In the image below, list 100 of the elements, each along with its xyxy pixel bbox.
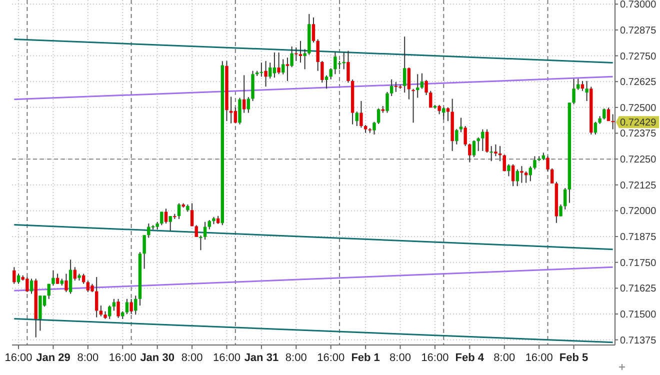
x-tick-label: Jan 31 [244,352,279,364]
candlestick [86,280,90,293]
candlestick [416,74,420,98]
x-tick-label: 8:00 [181,352,203,364]
candlestick [511,164,515,187]
candlestick [429,90,432,108]
candlestick [190,202,194,227]
candlestick [446,106,450,122]
y-tick-label: 0.72000 [620,206,657,218]
candlestick [459,117,463,133]
candlestick [390,78,394,97]
x-tick-label: 8:00 [494,352,516,364]
x-tick-label: Jan 30 [140,352,174,364]
candlestick [476,136,480,152]
y-tick-label: 0.71750 [620,258,657,269]
candlestick [264,60,268,88]
x-tick-label: 8:00 [77,352,99,364]
candlestick [528,166,532,182]
candlestick [524,170,528,184]
candlestick [177,202,181,220]
candlestick [481,128,484,152]
candlestick [203,221,207,240]
candlestick [464,126,467,147]
y-tick-label: 0.71625 [620,284,657,295]
candlestick [30,278,34,294]
candlestick [490,146,493,162]
candlestick [320,60,324,84]
x-tick-label: 8:00 [285,352,307,364]
candlestick [386,91,389,114]
candlestick [260,62,264,78]
candlestick [412,88,415,124]
candlestick [238,97,242,125]
candlestick [16,273,20,284]
candlestick [52,270,55,286]
candlestick [94,276,98,318]
candlestick [559,204,562,217]
candlestick [550,168,554,184]
candlestick [164,208,168,224]
candlestick [303,48,306,70]
x-tick-label: 16:00 [108,352,136,364]
candlestick [38,295,42,332]
candlestick [286,57,290,82]
candlestick [394,82,398,92]
candlestick [68,259,72,294]
x-tick-label: 16:00 [4,352,32,364]
candlestick [316,38,320,72]
candlestick [468,143,472,163]
candlestick [585,80,588,102]
x-tick-label: Feb 1 [351,352,380,364]
candlestick [312,17,316,44]
x-tick-label: Feb 5 [559,352,588,364]
candlestick [290,46,294,68]
candlestick [329,68,332,80]
candlestick [502,154,506,172]
candlestick [372,121,376,135]
candlestick [611,114,614,130]
candlestick [99,305,103,317]
candlestick [564,187,567,210]
x-tick-label: 16:00 [212,352,241,364]
y-tick-label: 0.72250 [620,154,657,166]
x-tick-label: Feb 4 [455,352,485,364]
y-tick-label: 0.72500 [620,102,657,114]
y-tick-label: 0.72625 [620,77,657,88]
candlestick [130,298,133,315]
y-tick-label: 0.71375 [620,335,657,346]
candlestick [47,283,50,300]
candlestick [82,273,86,284]
candlestick [229,96,233,124]
candlestick [438,104,441,115]
candlestick [533,156,536,170]
candlestick [298,40,302,64]
candlestick [294,47,298,62]
candlestick [455,128,458,145]
candlestick [360,100,363,128]
candlestick [147,223,150,238]
y-tick-label: 0.71500 [620,310,657,321]
y-tick-label: 0.73000 [620,0,657,11]
candlestick [606,107,610,122]
candlestick [334,52,337,75]
candlestick [520,166,524,184]
candlestick [420,72,424,90]
candlestick [546,156,550,172]
candlestick [142,234,146,270]
x-tick-label: 16:00 [317,352,345,364]
candlestick [108,305,112,320]
candlestick [116,298,120,318]
candlestick [507,164,510,177]
candlestick [485,128,489,154]
candlestick [346,50,350,84]
y-tick-label: 0.72125 [620,180,657,192]
candlestick [246,96,250,114]
candlestick [472,140,476,158]
candlestick [56,273,60,284]
x-tick-label: 16:00 [421,352,449,364]
candlestick [64,273,68,293]
candlestick [194,224,198,238]
candlestick [160,211,164,226]
candlestick [602,108,606,120]
candlestick [516,168,519,187]
candlestick [242,74,246,114]
